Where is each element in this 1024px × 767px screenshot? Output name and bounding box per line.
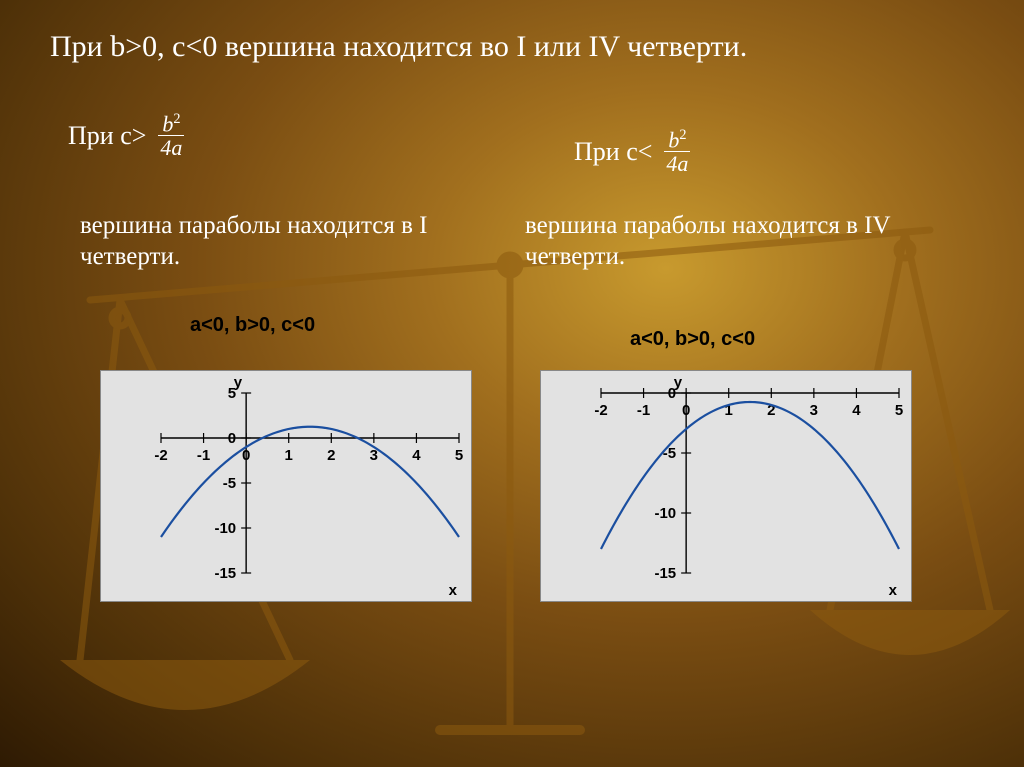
condition-right-prefix: При с< bbox=[574, 137, 652, 167]
condition-left-prefix: При с> bbox=[68, 121, 146, 151]
svg-text:2: 2 bbox=[327, 447, 335, 464]
svg-text:4: 4 bbox=[852, 402, 861, 419]
svg-text:-2: -2 bbox=[154, 447, 167, 464]
svg-text:y: y bbox=[234, 374, 243, 391]
description-right: вершина параболы находится в IV четверти… bbox=[525, 210, 905, 273]
svg-text:x: x bbox=[889, 582, 898, 599]
svg-text:-5: -5 bbox=[663, 445, 676, 462]
svg-text:0: 0 bbox=[228, 430, 236, 447]
condition-left: При с> b2 4a bbox=[68, 112, 186, 160]
svg-text:4: 4 bbox=[412, 447, 421, 464]
chart-right: -2-10123450-5-10-15yx bbox=[540, 370, 912, 602]
chart-title-left: a<0, b>0, c<0 bbox=[190, 314, 315, 337]
svg-text:-5: -5 bbox=[223, 475, 236, 492]
svg-text:-10: -10 bbox=[214, 520, 236, 537]
svg-text:1: 1 bbox=[285, 447, 293, 464]
fraction-right: b2 4a bbox=[662, 128, 692, 176]
svg-text:3: 3 bbox=[810, 402, 818, 419]
svg-text:5: 5 bbox=[455, 447, 463, 464]
condition-right: При с< b2 4a bbox=[574, 128, 692, 176]
fraction-left: b2 4a bbox=[156, 112, 186, 160]
svg-text:-1: -1 bbox=[637, 402, 650, 419]
chart-left-svg: -2-101234550-5-10-15yx bbox=[101, 371, 471, 601]
svg-text:y: y bbox=[674, 374, 683, 391]
svg-text:-1: -1 bbox=[197, 447, 210, 464]
svg-text:-10: -10 bbox=[654, 505, 676, 522]
svg-text:-15: -15 bbox=[654, 565, 676, 582]
slide-title: При b>0, c<0 вершина находится во I или … bbox=[50, 30, 974, 64]
svg-text:-2: -2 bbox=[594, 402, 607, 419]
chart-title-right: a<0, b>0, c<0 bbox=[630, 328, 755, 351]
svg-text:5: 5 bbox=[895, 402, 903, 419]
description-left: вершина параболы находится в I четверти. bbox=[80, 210, 460, 273]
svg-text:-15: -15 bbox=[214, 565, 236, 582]
chart-right-svg: -2-10123450-5-10-15yx bbox=[541, 371, 911, 601]
chart-left: -2-101234550-5-10-15yx bbox=[100, 370, 472, 602]
svg-text:x: x bbox=[449, 582, 458, 599]
svg-text:0: 0 bbox=[682, 402, 690, 419]
